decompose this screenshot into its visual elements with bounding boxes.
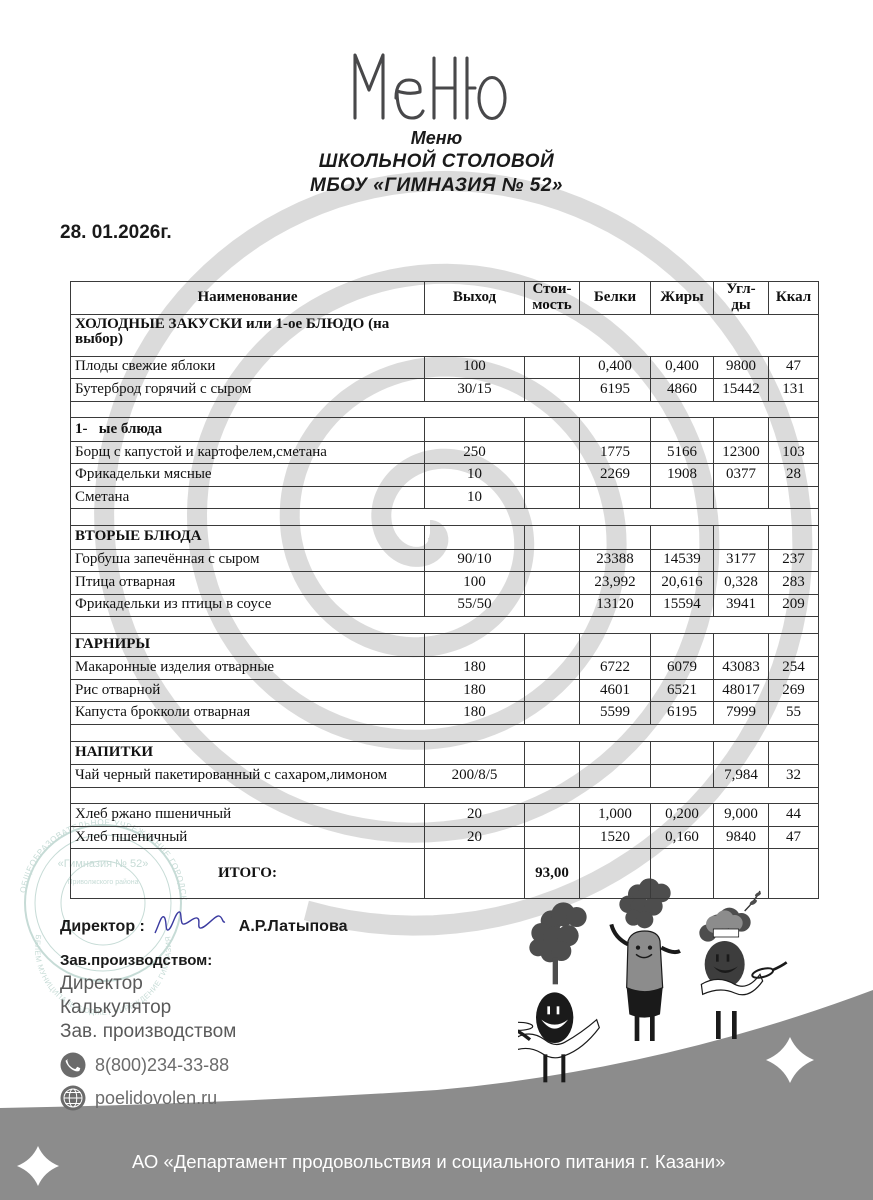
svg-text:АО «Департамент продовольствия: АО «Департамент продовольствия и социаль… bbox=[132, 1151, 725, 1172]
